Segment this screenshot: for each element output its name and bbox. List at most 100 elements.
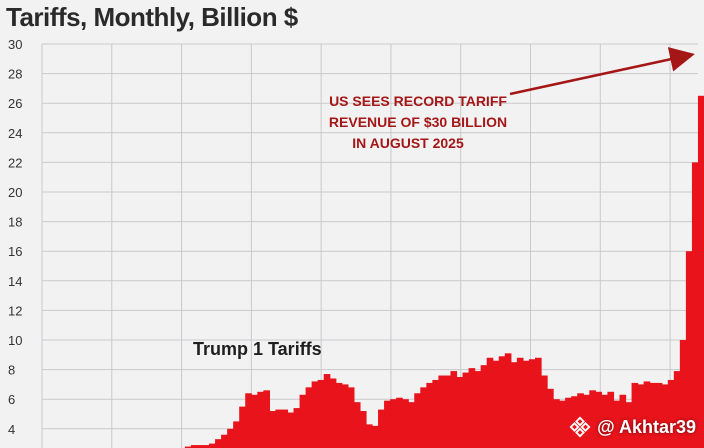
area-bar — [365, 424, 373, 448]
record-annotation-line-3: IN AUGUST 2025 — [352, 135, 464, 151]
watermark: @ Akhtar39 — [569, 416, 696, 438]
area-bar — [251, 394, 258, 448]
area-bar — [269, 411, 277, 448]
area-bar — [317, 379, 325, 448]
record-annotation-line-1: US SEES RECORD TARIFF — [329, 93, 507, 109]
area-bar — [462, 372, 470, 448]
area-bar — [631, 382, 639, 448]
area-bar — [438, 375, 446, 448]
area-bar — [522, 360, 530, 448]
area-bar — [541, 375, 548, 448]
area-bar — [299, 394, 307, 448]
y-tick-label: 20 — [8, 185, 22, 200]
chart-title: Tariffs, Monthly, Billion $ — [6, 2, 298, 32]
area-bar — [190, 445, 198, 448]
area-bar — [329, 378, 337, 448]
area-bar — [414, 393, 421, 448]
area-bar — [450, 371, 458, 448]
y-tick-label: 6 — [8, 392, 15, 407]
area-bar — [510, 362, 518, 448]
area-bar — [239, 406, 246, 448]
area-bar — [528, 359, 536, 448]
y-axis-ticks: 30 28 26 24 22 20 18 16 14 12 10 8 6 4 — [8, 37, 22, 437]
area-bar — [215, 439, 222, 448]
area-bar — [311, 381, 319, 448]
area-bar — [480, 365, 488, 448]
area-bar — [359, 411, 367, 448]
area-bar — [559, 400, 566, 448]
area-bar — [613, 400, 621, 448]
binance-logo-icon — [569, 416, 591, 438]
area-bar — [468, 368, 476, 448]
trump-1-tariffs-label: Trump 1 Tariffs — [193, 339, 322, 359]
annotation-arrow — [509, 47, 695, 96]
area-bar — [625, 402, 633, 448]
area-bar — [202, 445, 210, 448]
y-tick-label: 30 — [8, 37, 22, 52]
area-bar — [227, 428, 234, 448]
area-bar — [601, 394, 609, 448]
area-bar — [643, 381, 651, 448]
y-tick-label: 14 — [8, 274, 22, 289]
area-bar — [353, 402, 361, 448]
y-tick-label: 10 — [8, 333, 22, 348]
area-bar — [245, 393, 252, 448]
area-bar — [233, 421, 240, 448]
y-tick-label: 22 — [8, 155, 22, 170]
area-bar — [534, 357, 542, 448]
area-bar — [547, 388, 554, 448]
area-bar — [553, 399, 560, 448]
area-bar — [221, 434, 228, 448]
area-bar — [649, 382, 657, 448]
area-bar — [691, 162, 699, 448]
area-bar — [275, 409, 283, 448]
area-bar — [577, 393, 584, 448]
area-bar — [335, 382, 343, 448]
area-bar — [347, 387, 355, 448]
area-bar — [341, 384, 349, 448]
area-bar — [293, 408, 301, 448]
y-tick-label: 4 — [8, 422, 15, 437]
y-tick-label: 8 — [8, 363, 15, 378]
data-area — [184, 95, 704, 448]
watermark-text: @ Akhtar39 — [597, 416, 696, 437]
area-bar — [432, 379, 439, 448]
area-bar — [456, 377, 464, 448]
area-bar — [498, 356, 506, 448]
area-bar — [661, 384, 669, 448]
area-bar — [637, 384, 645, 448]
area-bar — [486, 357, 494, 448]
y-tick-label: 16 — [8, 244, 22, 259]
area-bar — [504, 353, 512, 448]
area-bar — [619, 394, 627, 448]
area-bar — [655, 382, 663, 448]
area-bar — [281, 409, 289, 448]
area-bar — [420, 387, 427, 448]
area-bar — [492, 360, 500, 448]
area-bar — [565, 397, 572, 448]
area-bar — [372, 425, 379, 448]
area-bar — [444, 375, 452, 448]
area-bar — [378, 409, 385, 448]
area-bar — [396, 397, 403, 448]
area-bar — [583, 394, 590, 448]
area-bar — [667, 379, 675, 448]
area-bar — [384, 400, 391, 448]
area-bar — [323, 374, 331, 448]
area-bar — [516, 357, 524, 448]
y-tick-label: 18 — [8, 215, 22, 230]
area-bar — [305, 387, 313, 448]
area-bar — [685, 251, 693, 448]
area-bar — [679, 340, 687, 448]
y-tick-label: 12 — [8, 303, 22, 318]
area-bar — [287, 412, 295, 448]
gridlines — [41, 43, 698, 448]
y-tick-label: 24 — [8, 126, 22, 141]
y-tick-label: 26 — [8, 96, 22, 111]
area-bar — [408, 402, 415, 448]
y-tick-label: 28 — [8, 67, 22, 82]
area-bar — [589, 390, 596, 448]
area-bar — [390, 399, 397, 448]
area-bar — [595, 391, 602, 448]
